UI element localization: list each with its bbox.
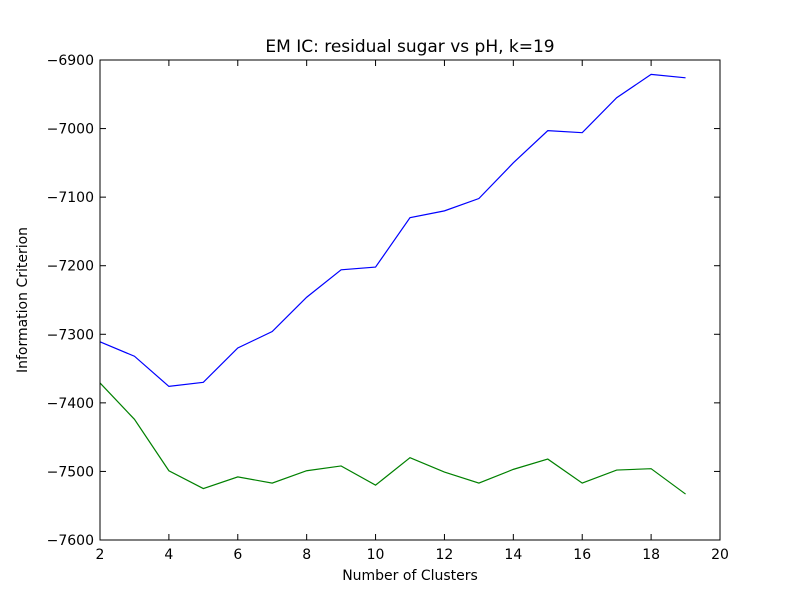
series-line-2 xyxy=(99,382,686,495)
x-tick-label: 6 xyxy=(233,547,242,563)
y-tick-label: −7200 xyxy=(47,259,94,275)
x-tick-label: 16 xyxy=(573,547,591,563)
x-tick-label: 18 xyxy=(642,547,660,563)
plot-frame xyxy=(99,59,721,541)
series-line-1 xyxy=(99,73,686,388)
x-tick-label: 8 xyxy=(302,547,311,563)
x-tick-label: 4 xyxy=(164,547,173,563)
x-axis: 2 4 6 8 10 12 14 16 18 20 xyxy=(96,60,729,563)
x-tick-label: 20 xyxy=(711,547,729,563)
x-tick-label: 10 xyxy=(367,547,385,563)
y-tick-label: −7100 xyxy=(47,190,94,206)
y-tick-label: −7400 xyxy=(47,396,94,412)
y-tick-label: −7300 xyxy=(47,327,94,343)
y-axis: −6900 −7000 −7100 −7200 −7300 −7400 −7500 −7600 xyxy=(47,53,720,549)
x-tick-label: 14 xyxy=(504,547,522,563)
plot-lines xyxy=(99,73,686,495)
x-tick-label: 12 xyxy=(436,547,454,563)
x-axis-label: Number of Clusters xyxy=(342,568,478,584)
y-tick-label: −7500 xyxy=(47,464,94,480)
x-tick-label: 2 xyxy=(96,547,105,563)
chart-title: EM IC: residual sugar vs pH, k=19 xyxy=(265,37,554,57)
y-tick-label: −7600 xyxy=(47,533,94,549)
y-axis-label: Information Criterion xyxy=(15,227,31,373)
y-tick-label: −7000 xyxy=(47,122,94,138)
y-tick-label: −6900 xyxy=(47,53,94,69)
